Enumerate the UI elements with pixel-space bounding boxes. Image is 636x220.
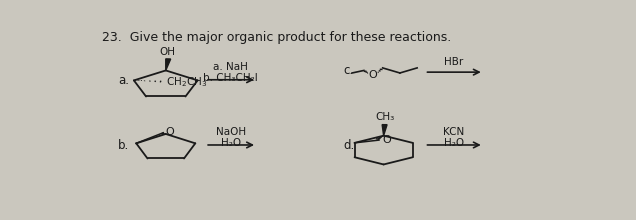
Text: HBr: HBr — [445, 57, 464, 67]
Polygon shape — [382, 125, 387, 136]
Text: NaOH: NaOH — [216, 127, 246, 137]
Text: H₂O: H₂O — [444, 138, 464, 148]
Text: O: O — [368, 70, 377, 80]
Text: c.: c. — [343, 64, 354, 77]
Text: b.: b. — [118, 139, 129, 152]
Text: CH$_2$CH$_3$: CH$_2$CH$_3$ — [167, 75, 208, 89]
Text: KCN: KCN — [443, 127, 465, 137]
Text: 23.  Give the major organic product for these reactions.: 23. Give the major organic product for t… — [102, 31, 451, 44]
Text: OH: OH — [159, 47, 176, 57]
Polygon shape — [166, 59, 170, 70]
Text: b. CH₃CH₂I: b. CH₃CH₂I — [204, 73, 258, 83]
Text: O: O — [166, 127, 174, 137]
Text: a.: a. — [118, 74, 129, 87]
Text: a. NaH: a. NaH — [214, 62, 248, 72]
Text: H₂O: H₂O — [221, 138, 241, 148]
Text: d.: d. — [343, 139, 354, 152]
Text: ···: ··· — [134, 76, 144, 86]
Text: O: O — [382, 135, 391, 145]
Text: CH₃: CH₃ — [375, 112, 394, 123]
